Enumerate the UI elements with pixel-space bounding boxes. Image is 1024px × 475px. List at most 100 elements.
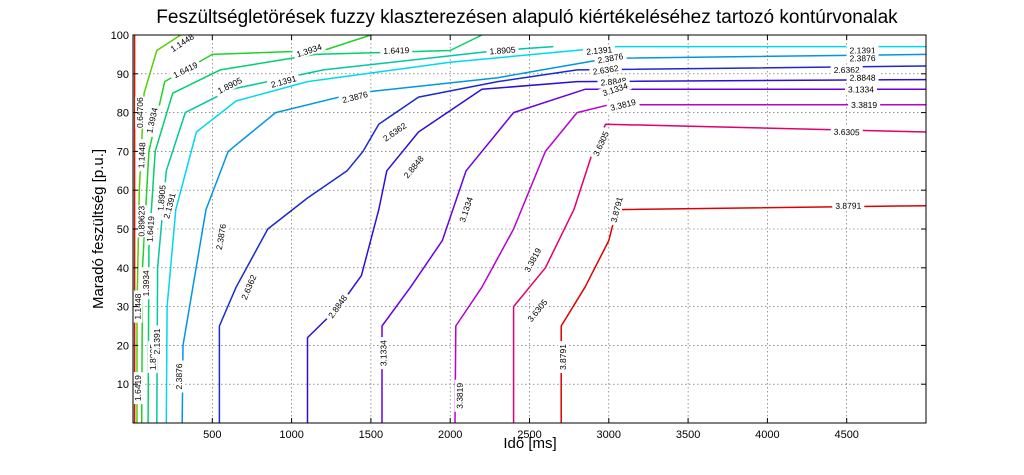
contour-label: 2.6362 (834, 65, 860, 75)
contour-label-bg (454, 379, 465, 412)
contour-label-bg (378, 337, 389, 370)
contour-line-2.6362 (218, 65, 927, 423)
contour-label-bg (168, 58, 202, 82)
contour-label-bg (848, 99, 881, 110)
contour-label: 3.3819 (851, 100, 877, 110)
x-tick-label: 4000 (755, 429, 779, 441)
contour-label: 3.1334 (379, 340, 389, 366)
contour-label: 2.3876 (214, 223, 228, 251)
contour-label-bg (132, 372, 143, 405)
y-tick-label: 90 (117, 69, 129, 81)
y-tick-label: 40 (117, 263, 129, 275)
contour-label-bg (136, 205, 147, 238)
y-tick-label: 50 (117, 224, 129, 236)
contour-label: 1.1448 (136, 142, 147, 169)
x-axis-label: Idő [ms] (503, 435, 556, 452)
contour-label-bg (173, 360, 185, 393)
contour-label-bg (607, 192, 626, 227)
contour-label: 2.3876 (597, 51, 625, 65)
x-tick-label: 3500 (676, 429, 700, 441)
y-tick-label: 60 (117, 185, 129, 197)
chart-title: Feszültségletörések fuzzy klaszterezésen… (156, 7, 898, 28)
x-tick-label: 1500 (359, 429, 383, 441)
contour-label-bg (338, 88, 372, 106)
contour-label-bg (213, 220, 229, 254)
contour-label: 1.6419 (145, 215, 157, 242)
contour-label: 3.8791 (835, 201, 861, 211)
contour-label-bg (593, 50, 628, 66)
contour-label: 2.1391 (152, 328, 162, 354)
contour-label-bg (557, 341, 568, 374)
contour-line-3.3819 (454, 104, 926, 424)
contour-label-bg (456, 192, 476, 227)
contour-label-bg (143, 103, 161, 138)
contour-label-bg (135, 96, 146, 129)
contour-label-bg (166, 29, 199, 56)
contour-label-bg (830, 126, 863, 138)
contour-line-2.8848 (306, 78, 927, 423)
grid (133, 35, 926, 423)
contour-label-bg (832, 200, 865, 211)
contour-line-1.8905 (156, 45, 554, 424)
x-tick-label: 3000 (597, 429, 621, 441)
contour-label: 1.3934 (141, 270, 151, 296)
contour-label: 2.3876 (174, 363, 184, 389)
contour-label: 0.64706 (135, 97, 145, 128)
contour-label-bg (144, 212, 157, 246)
contour-label: 2.1391 (850, 46, 876, 56)
contour-label: 3.1334 (848, 84, 874, 94)
contour-label-bg (324, 290, 351, 323)
contour-label: 1.6419 (383, 45, 410, 56)
y-tick-label: 10 (117, 379, 129, 391)
contour-label-bg (598, 79, 632, 100)
x-tick-label: 1000 (279, 429, 303, 441)
contour-label: 3.3819 (455, 383, 465, 409)
contour-line-3.1334 (381, 88, 926, 423)
contour-label-bg (292, 40, 326, 61)
contour-label-bg (846, 72, 879, 83)
contour-label-bg (237, 270, 260, 304)
contour-label: 2.1391 (586, 44, 613, 56)
contour-label: 2.8848 (850, 73, 876, 83)
x-tick-label: 2000 (438, 429, 462, 441)
contour-label: 1.6419 (133, 375, 143, 401)
contour-label-bg (846, 45, 879, 56)
contour-label-bg (380, 45, 413, 56)
contour-label: 1.8905 (489, 45, 516, 57)
contour-label: 2.6362 (592, 63, 619, 77)
contour-line-2.1391 (165, 45, 926, 424)
y-tick-label: 80 (117, 108, 129, 120)
contour-line-3.6305 (512, 123, 927, 423)
contour-label-bg (486, 44, 519, 57)
y-axis-ticks: 10 20 30 40 50 60 70 80 90 100 (111, 30, 926, 391)
y-tick-label: 30 (117, 302, 129, 314)
y-tick-label: 70 (117, 146, 129, 158)
contour-label-bg (606, 96, 640, 114)
contour-label: 3.6305 (834, 127, 861, 138)
contour-label-bg (213, 73, 247, 98)
x-tick-label: 4500 (834, 429, 858, 441)
contour-label-bg (589, 127, 613, 161)
contour-label-bg (830, 64, 863, 76)
contour-label-bg (266, 72, 301, 91)
y-tick-label: 20 (117, 340, 129, 352)
contour-label: 3.8791 (558, 344, 568, 370)
contour-line-2.3876 (181, 53, 927, 424)
y-axis-label: Maradó feszültség [p.u.] (90, 149, 107, 309)
contour-label-bg (160, 188, 179, 223)
contour-label-bg (151, 325, 162, 358)
contour-label-bg (140, 267, 152, 300)
x-tick-label: 500 (203, 429, 221, 441)
contour-label-bg (135, 139, 148, 172)
contour-label-bg (846, 53, 879, 64)
contour-label-bg (589, 62, 623, 78)
x-tick-label: 2500 (517, 429, 541, 441)
contour-label-bg (399, 151, 428, 183)
contour-label-bg (378, 118, 411, 146)
contour-label: 0.89623 (137, 206, 147, 237)
contour-label-bg (520, 243, 545, 277)
contour-label-bg (523, 294, 552, 327)
contour-label-bg (844, 84, 877, 95)
x-axis-ticks: 500 1000 1500 2000 2500 3000 3500 4000 4500 (203, 35, 859, 441)
